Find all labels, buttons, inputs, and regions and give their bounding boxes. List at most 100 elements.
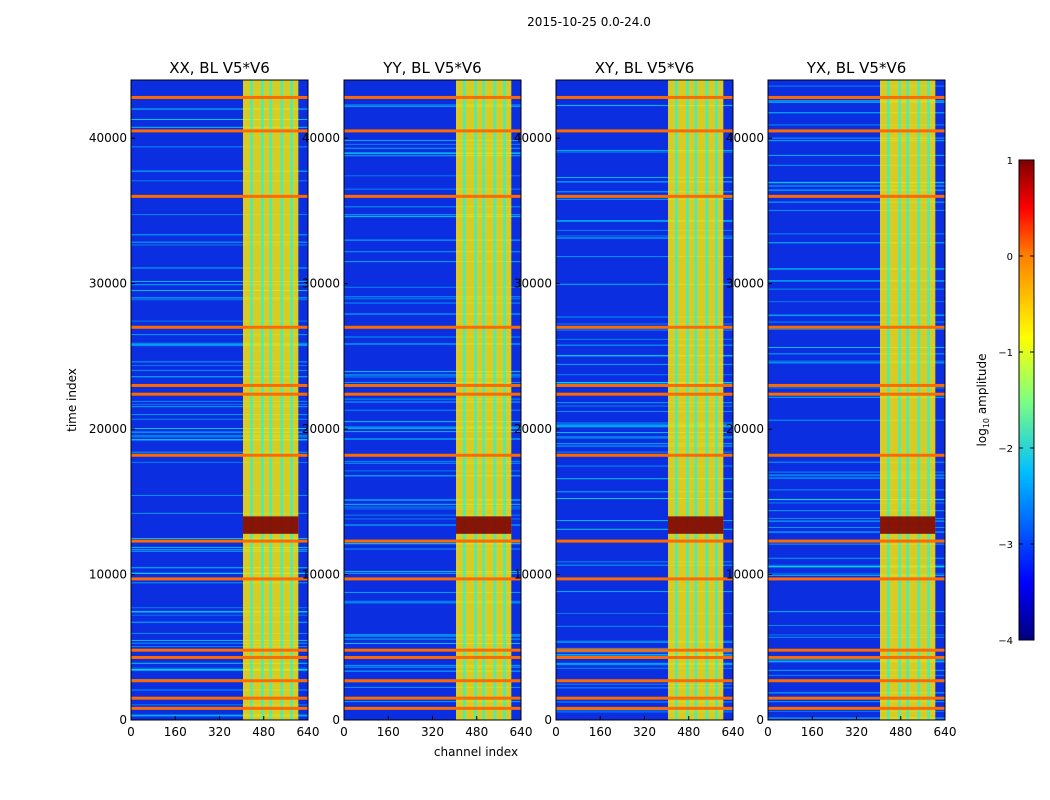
heatmap-row-texture bbox=[131, 244, 308, 246]
rfi-channel-streak bbox=[694, 80, 698, 720]
rfi-time-row bbox=[344, 648, 521, 652]
x-tick-label: 480 bbox=[465, 725, 488, 739]
heatmap-row-texture bbox=[344, 251, 521, 253]
y-tick-label: 0 bbox=[756, 713, 764, 727]
rfi-time-row bbox=[768, 129, 945, 133]
heatmap-row-texture bbox=[768, 710, 945, 712]
heatmap-row-texture bbox=[344, 188, 521, 190]
y-tick-label: 40000 bbox=[514, 131, 552, 145]
y-tick-label: 20000 bbox=[726, 422, 764, 436]
heatmap-row-texture bbox=[768, 101, 945, 103]
heatmap-row-texture bbox=[344, 239, 521, 241]
rfi-channel-streak bbox=[715, 80, 719, 720]
rfi-time-row bbox=[131, 129, 308, 133]
heatmap-row-texture bbox=[131, 512, 308, 514]
y-tick-label: 40000 bbox=[302, 131, 340, 145]
heatmap-row-texture bbox=[344, 514, 521, 516]
heatmap-row-texture bbox=[556, 355, 733, 357]
heatmap-row-texture bbox=[768, 362, 945, 364]
heatmap-row-texture bbox=[344, 638, 521, 640]
rfi-time-row bbox=[131, 453, 308, 457]
y-tick-label: 10000 bbox=[302, 568, 340, 582]
rfi-time-row bbox=[131, 679, 308, 683]
heatmap-row-texture bbox=[556, 443, 733, 445]
heatmap-row-texture bbox=[556, 323, 733, 325]
heatmap-row-texture bbox=[768, 564, 945, 566]
heatmap-row-texture bbox=[344, 508, 521, 510]
heatmap-row-texture bbox=[556, 662, 733, 664]
heatmap-row-texture bbox=[344, 670, 521, 672]
heatmap-row-texture bbox=[131, 284, 308, 286]
rfi-channel-streak bbox=[886, 80, 890, 720]
heatmap-row-texture bbox=[344, 374, 521, 376]
heatmap-row-texture bbox=[131, 614, 308, 616]
heatmap-row-texture bbox=[556, 422, 733, 424]
rfi-time-row bbox=[768, 194, 945, 198]
rfi-channel-streak bbox=[493, 80, 497, 720]
x-tick-label: 640 bbox=[510, 725, 533, 739]
heatmap-row-texture bbox=[768, 674, 945, 676]
heatmap-row-texture bbox=[556, 664, 733, 666]
rfi-time-row bbox=[131, 539, 308, 543]
rfi-time-row bbox=[131, 194, 308, 198]
heatmap-row-texture bbox=[131, 108, 308, 110]
heatmap-row-texture bbox=[131, 714, 308, 716]
heatmap-row-texture bbox=[768, 396, 945, 398]
heatmap-row-texture bbox=[768, 112, 945, 114]
rfi-time-row bbox=[131, 648, 308, 652]
heatmap-row-texture bbox=[344, 286, 521, 288]
x-tick-label: 320 bbox=[845, 725, 868, 739]
y-tick-label: 0 bbox=[332, 713, 340, 727]
heatmap-row-texture bbox=[344, 664, 521, 666]
heatmap-row-texture bbox=[131, 414, 308, 416]
rfi-time-row bbox=[344, 95, 521, 99]
y-tick-label: 40000 bbox=[89, 131, 127, 145]
rfi-time-row bbox=[344, 383, 521, 387]
heatmap-row-texture bbox=[344, 155, 521, 157]
heatmap-row-texture bbox=[131, 289, 308, 291]
heatmap-row-texture bbox=[344, 139, 521, 141]
heatmap-row-texture bbox=[131, 667, 308, 669]
heatmap-row-texture bbox=[344, 296, 521, 298]
x-tick-label: 160 bbox=[801, 725, 824, 739]
rfi-burst bbox=[243, 516, 299, 534]
heatmap-row-texture bbox=[556, 382, 733, 384]
rfi-channel-streak bbox=[685, 80, 689, 720]
heatmap-row-texture bbox=[131, 344, 308, 346]
rfi-time-row bbox=[768, 539, 945, 543]
heatmap-row-texture bbox=[556, 711, 733, 713]
rfi-time-row bbox=[131, 383, 308, 387]
heatmap-row-texture bbox=[556, 451, 733, 453]
heatmap-row-texture bbox=[556, 663, 733, 665]
rfi-time-row bbox=[556, 706, 733, 710]
heatmap-row-texture bbox=[768, 489, 945, 491]
x-tick-label: 160 bbox=[377, 725, 400, 739]
heatmap-row-texture bbox=[131, 582, 308, 584]
x-tick-label: 0 bbox=[552, 725, 560, 739]
x-tick-label: 640 bbox=[297, 725, 320, 739]
x-tick-label: 320 bbox=[421, 725, 444, 739]
rfi-time-row bbox=[768, 679, 945, 683]
rfi-time-row bbox=[768, 95, 945, 99]
rfi-time-row bbox=[768, 383, 945, 387]
heatmap-row-texture bbox=[768, 634, 945, 636]
heatmap-row-texture bbox=[768, 557, 945, 559]
heatmap-row-texture bbox=[344, 261, 521, 263]
heatmap-row-texture bbox=[768, 124, 945, 126]
rfi-channel-streak bbox=[462, 80, 466, 720]
heatmap-row-texture bbox=[556, 478, 733, 480]
heatmap-row-texture bbox=[556, 229, 733, 231]
colorbar-tick-label: 1 bbox=[1007, 156, 1013, 167]
heatmap-row-texture bbox=[344, 600, 521, 602]
heatmap-row-texture bbox=[131, 376, 308, 378]
y-tick-label: 40000 bbox=[726, 131, 764, 145]
heatmap-row-texture bbox=[556, 520, 733, 522]
heatmap-row-texture bbox=[556, 432, 733, 434]
heatmap-row-texture bbox=[131, 612, 308, 614]
heatmap-row-texture bbox=[768, 280, 945, 282]
heatmap-row-texture bbox=[131, 299, 308, 301]
x-tick-label: 640 bbox=[934, 725, 957, 739]
x-tick-label: 320 bbox=[633, 725, 656, 739]
heatmap-row-texture bbox=[556, 498, 733, 500]
rfi-channel-streak bbox=[269, 80, 273, 720]
